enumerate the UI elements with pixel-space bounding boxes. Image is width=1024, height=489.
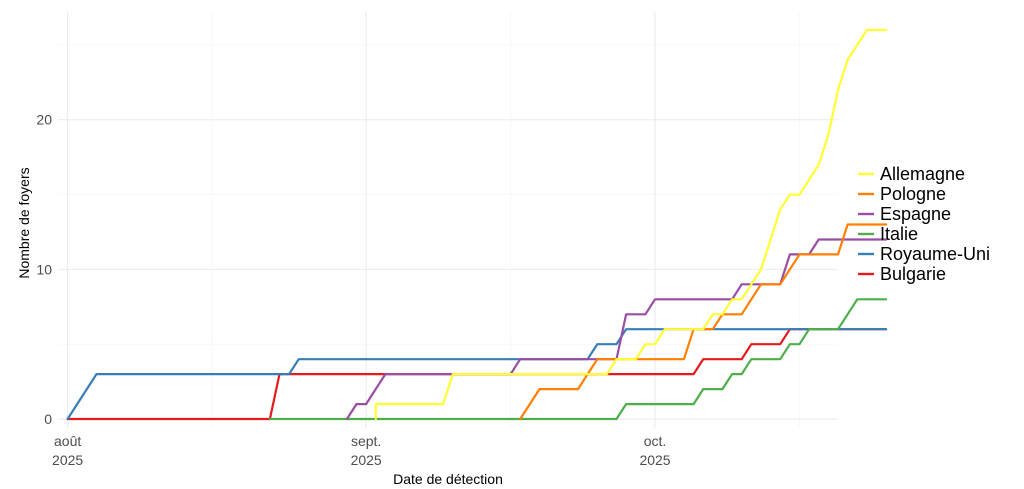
x-tick-label-year: 2025 xyxy=(52,452,83,468)
x-tick-label-month: sept. xyxy=(351,433,381,449)
legend-label-pologne: Pologne xyxy=(880,184,946,204)
y-tick-label: 0 xyxy=(44,411,52,427)
legend-label-espagne: Espagne xyxy=(880,204,951,224)
legend-label-bulgarie: Bulgarie xyxy=(880,264,946,284)
x-tick-label-month: août xyxy=(54,433,81,449)
legend-label-allemagne: Allemagne xyxy=(880,164,965,184)
y-axis-title: Nombre de foyers xyxy=(16,167,32,278)
x-tick-label-year: 2025 xyxy=(351,452,382,468)
y-tick-label: 10 xyxy=(36,261,52,277)
series-lines xyxy=(66,28,888,421)
x-axis-ticks: août 2025 sept. 2025 oct. 2025 xyxy=(52,433,671,468)
y-axis-ticks: 0 10 20 xyxy=(36,112,52,427)
x-tick-label-month: oct. xyxy=(644,433,667,449)
series-line-bulgarie xyxy=(66,328,888,421)
x-tick-label-year: 2025 xyxy=(639,452,670,468)
legend-label-royaume-uni: Royaume-Uni xyxy=(880,244,990,264)
legend-label-italie: Italie xyxy=(880,224,918,244)
series-line-espagne xyxy=(345,238,888,421)
legend: AllemagnePologneEspagneItalieRoyaume-Uni… xyxy=(858,164,990,284)
grid xyxy=(58,12,838,428)
x-axis-title: Date de détection xyxy=(393,471,503,487)
series-line-allemagne xyxy=(374,28,888,421)
series-line-italie xyxy=(268,298,888,421)
y-tick-label: 20 xyxy=(36,112,52,128)
